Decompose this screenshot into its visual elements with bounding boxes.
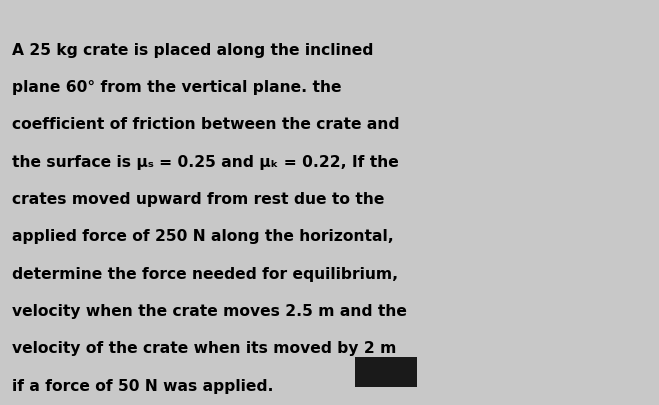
Text: A 25 kg crate is placed along the inclined: A 25 kg crate is placed along the inclin… xyxy=(12,43,373,58)
Text: applied force of 250 N along the horizontal,: applied force of 250 N along the horizon… xyxy=(12,229,393,244)
Text: velocity when the crate moves 2.5 m and the: velocity when the crate moves 2.5 m and … xyxy=(12,303,407,318)
Text: coefficient of friction between the crate and: coefficient of friction between the crat… xyxy=(12,117,399,132)
Text: if a force of 50 N was applied.: if a force of 50 N was applied. xyxy=(12,378,273,393)
Text: velocity of the crate when its moved by 2 m: velocity of the crate when its moved by … xyxy=(12,341,396,356)
Text: plane 60° from the vertical plane. the: plane 60° from the vertical plane. the xyxy=(12,80,341,95)
Text: the surface is μₛ = 0.25 and μₖ = 0.22, If the: the surface is μₛ = 0.25 and μₖ = 0.22, … xyxy=(12,154,399,169)
Text: crates moved upward from rest due to the: crates moved upward from rest due to the xyxy=(12,192,384,207)
Bar xyxy=(355,358,417,387)
Text: determine the force needed for equilibrium,: determine the force needed for equilibri… xyxy=(12,266,398,281)
